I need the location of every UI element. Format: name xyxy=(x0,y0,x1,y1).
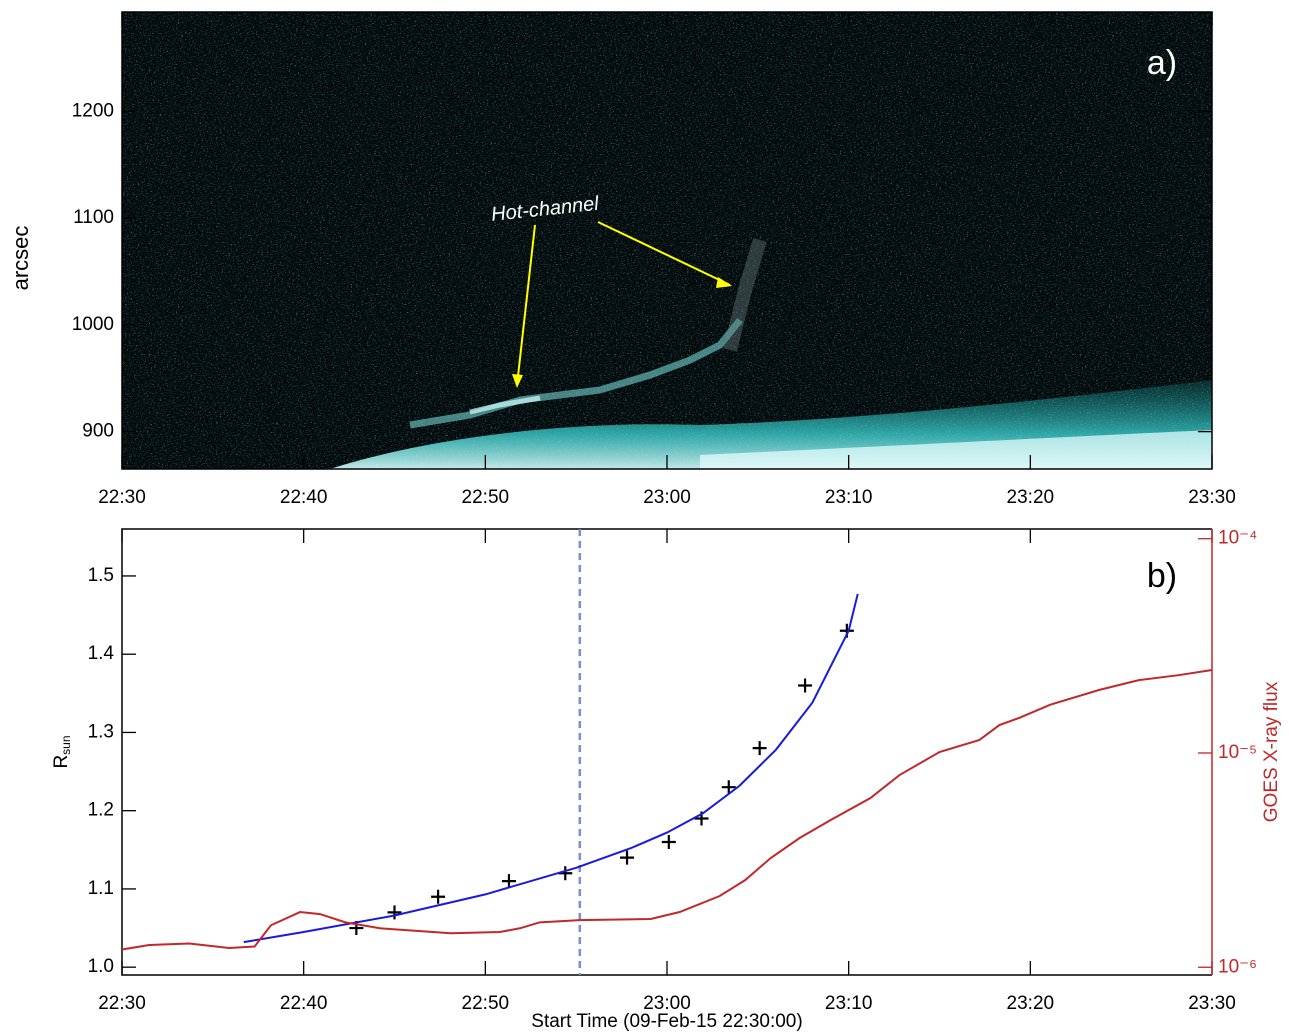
x-tick-label: 22:40 xyxy=(280,487,328,508)
y2-tick-label: 10⁻⁴ xyxy=(1218,528,1257,549)
x-tick-label: 23:30 xyxy=(1188,487,1236,508)
time-distance-image xyxy=(122,12,1212,469)
y-axis-title-main: R xyxy=(51,755,72,769)
plus-marker xyxy=(661,834,676,849)
plus-marker xyxy=(501,874,516,889)
x-tick-label: 23:10 xyxy=(825,487,873,508)
y2-axis-title: GOES X-ray flux xyxy=(1261,681,1282,822)
y2-tick-label: 10⁻⁶ xyxy=(1218,956,1257,977)
series-line xyxy=(121,668,1213,951)
x-tick-label: 23:30 xyxy=(1188,993,1236,1014)
plus-marker xyxy=(721,780,736,795)
y-tick-label: 1.5 xyxy=(88,565,114,586)
arrow xyxy=(597,221,731,286)
y-axis-title: arcsec xyxy=(8,226,33,291)
x-tick-label: 22:50 xyxy=(462,487,510,508)
x-tick-label: 23:00 xyxy=(643,487,691,508)
y-tick-label: 1.2 xyxy=(88,800,114,821)
plus-marker xyxy=(431,889,446,904)
arrow-head xyxy=(716,277,732,288)
y-tick-label: 1000 xyxy=(72,314,114,335)
x-tick-label: 22:30 xyxy=(98,993,146,1014)
y-tick-label: 1200 xyxy=(72,100,114,121)
x-tick-label: 23:20 xyxy=(1007,993,1055,1014)
x-tick-label: 22:30 xyxy=(98,487,146,508)
y-tick-label: 1100 xyxy=(73,207,114,228)
x-tick-label: 23:10 xyxy=(825,993,873,1014)
plus-marker xyxy=(752,741,767,756)
x-tick-label: 22:40 xyxy=(280,993,328,1014)
y-axis-title-sub: sun xyxy=(59,735,73,754)
arrow-head xyxy=(512,374,523,388)
y-tick-label: 1.0 xyxy=(88,956,114,977)
y-axis-title: Rsun xyxy=(51,735,73,768)
panel-label: b) xyxy=(1147,557,1177,595)
x-tick-label: 23:20 xyxy=(1007,487,1055,508)
frame xyxy=(121,528,1212,976)
y-tick-label: 1.1 xyxy=(88,878,114,899)
plus-marker xyxy=(387,905,402,920)
panel-label: a) xyxy=(1147,44,1177,82)
y-tick-label: 1.4 xyxy=(88,643,115,664)
x-tick-label: 22:50 xyxy=(462,993,510,1014)
y-tick-label: 1.3 xyxy=(88,721,114,742)
x-tick-label: 23:00 xyxy=(643,993,691,1014)
plus-marker xyxy=(620,850,635,865)
y2-tick-label: 10⁻⁵ xyxy=(1218,742,1257,763)
x-axis-title: Start Time (09-Feb-15 22:30:00) xyxy=(531,1011,802,1032)
arrow xyxy=(516,224,536,386)
y-tick-label: 900 xyxy=(82,421,114,442)
series-line xyxy=(243,593,859,944)
plus-marker xyxy=(798,678,813,693)
